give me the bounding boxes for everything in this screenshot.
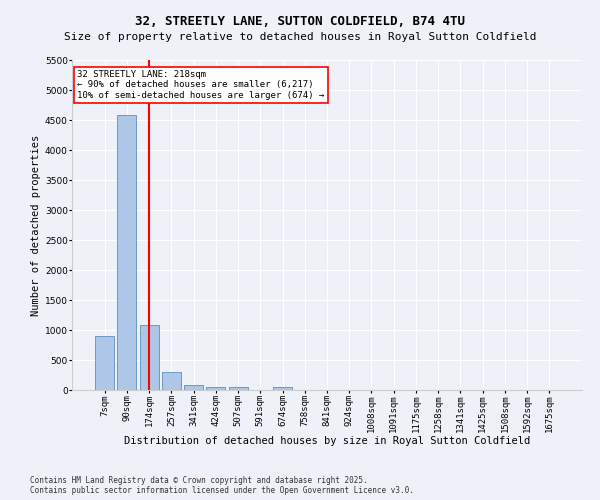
Bar — [206, 386, 225, 390]
Bar — [229, 386, 248, 390]
Text: 32, STREETLY LANE, SUTTON COLDFIELD, B74 4TU: 32, STREETLY LANE, SUTTON COLDFIELD, B74… — [135, 15, 465, 28]
Bar — [273, 388, 292, 390]
X-axis label: Distribution of detached houses by size in Royal Sutton Coldfield: Distribution of detached houses by size … — [124, 436, 530, 446]
Bar — [140, 325, 158, 390]
Y-axis label: Number of detached properties: Number of detached properties — [31, 134, 41, 316]
Bar — [184, 385, 203, 390]
Text: Contains HM Land Registry data © Crown copyright and database right 2025.
Contai: Contains HM Land Registry data © Crown c… — [30, 476, 414, 495]
Text: 32 STREETLY LANE: 218sqm
← 90% of detached houses are smaller (6,217)
10% of sem: 32 STREETLY LANE: 218sqm ← 90% of detach… — [77, 70, 325, 100]
Bar — [118, 115, 136, 390]
Bar — [162, 372, 181, 390]
Text: Size of property relative to detached houses in Royal Sutton Coldfield: Size of property relative to detached ho… — [64, 32, 536, 42]
Bar — [95, 336, 114, 390]
